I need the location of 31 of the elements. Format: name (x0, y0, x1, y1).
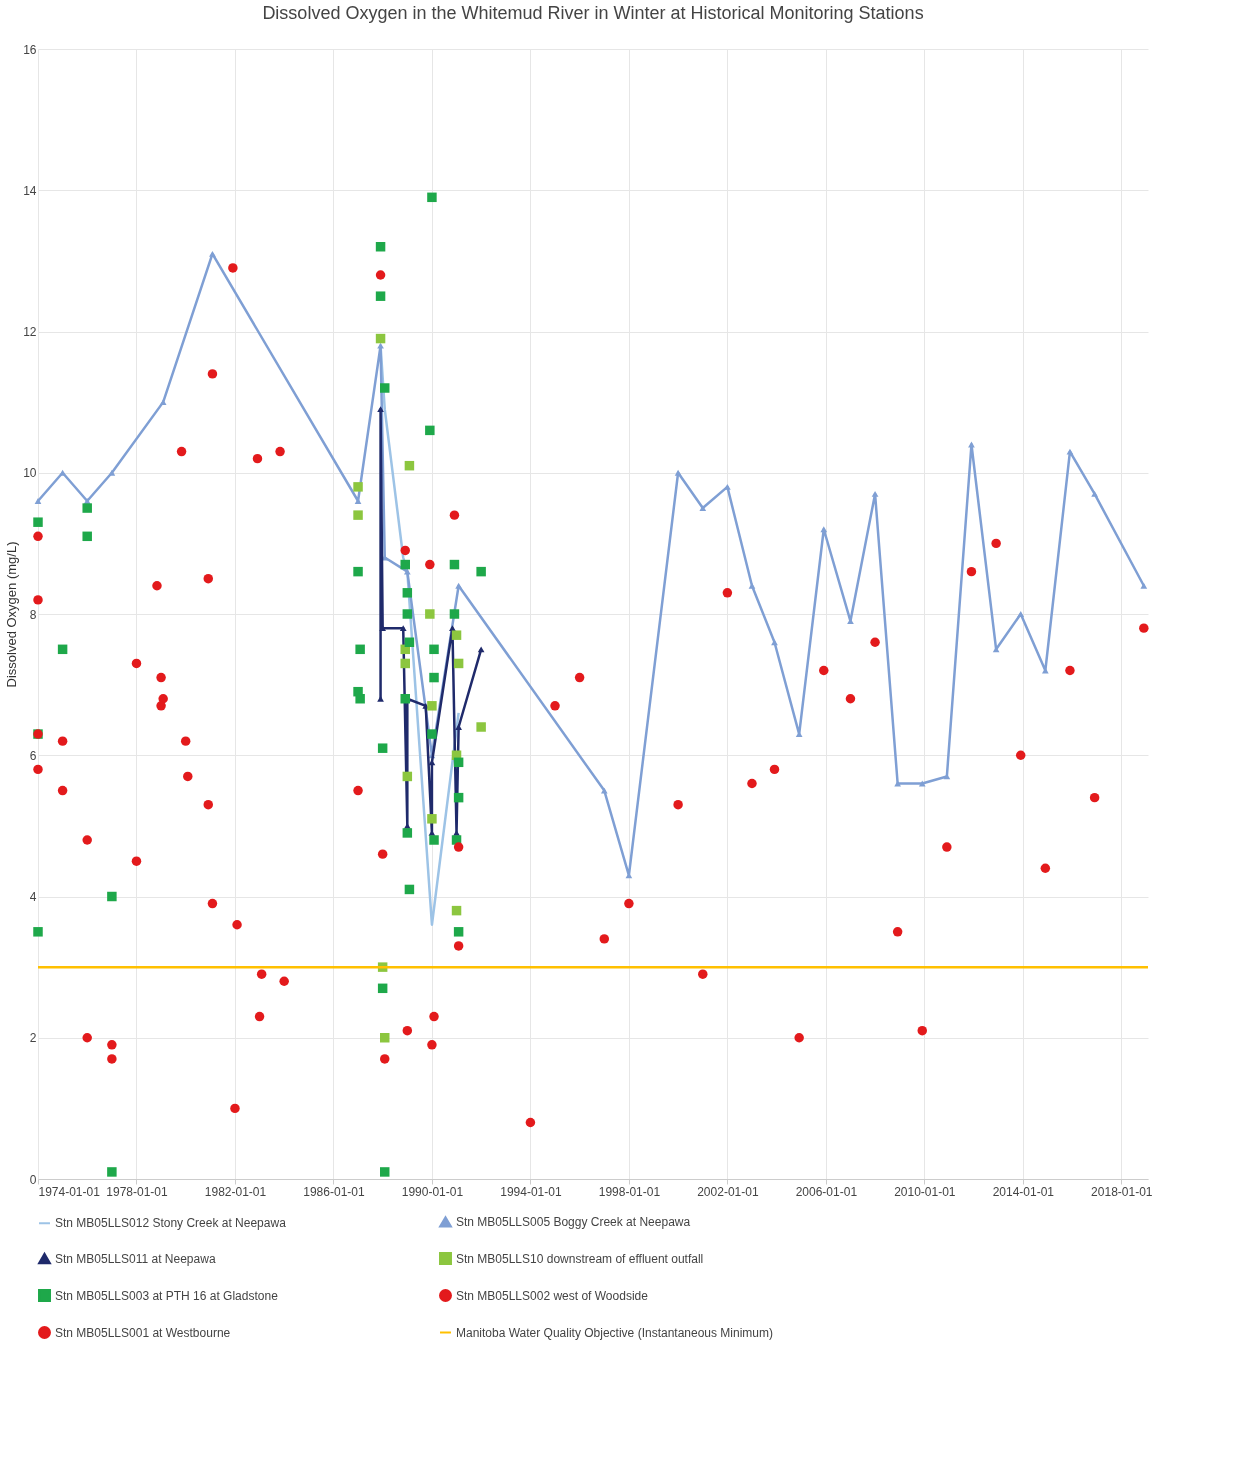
x-tick-label: 1982-01-01 (204, 1184, 267, 1199)
chart-title: Dissolved Oxygen in the Whitemud River in Winter at Historical Monitoring Stations (262, 3, 924, 23)
x-tick-label: 1998-01-01 (598, 1184, 661, 1199)
legend-label: Stn MB05LLS001 at Westbourne (55, 1325, 231, 1340)
legend-label: Stn MB05LLS002 west of Woodside (456, 1288, 649, 1303)
x-tick-label: 2002-01-01 (697, 1184, 759, 1199)
y-tick-label: 10 (23, 466, 37, 481)
y-tick-label: 8 (29, 607, 37, 622)
y-tick-label: 0 (29, 1172, 37, 1187)
y-tick-label: 2 (29, 1031, 37, 1046)
x-tick-label: 1986-01-01 (303, 1184, 365, 1199)
y-tick-label: 16 (23, 42, 37, 57)
x-tick-label: 2014-01-01 (992, 1184, 1055, 1199)
x-tick-label: 1990-01-01 (401, 1184, 464, 1199)
y-tick-label: 4 (29, 890, 37, 904)
legend-label: Manitoba Water Quality Objective (Instantaneous Minimum) (456, 1325, 774, 1340)
legend-label: Stn MB05LLS012 Stony Creek at Neepawa (55, 1216, 287, 1231)
y-tick-label: 14 (23, 183, 37, 198)
x-tick-label: 1994-01-01 (500, 1184, 562, 1199)
x-tick-label: 2006-01-01 (795, 1184, 858, 1199)
x-tick-label: 2018-01-01 (1091, 1184, 1153, 1199)
x-tick-label: 2010-01-01 (894, 1184, 956, 1199)
legend-label: Stn MB05LLS003 at PTH 16 at Gladstone (55, 1288, 279, 1303)
legend-label: Stn MB05LLS005 Boggy Creek at Neepawa (456, 1214, 691, 1229)
legend-label: Stn MB05LLS10 downstream of effluent outfall (456, 1251, 704, 1266)
y-axis-title: Dissolved Oxygen (mg/L) (4, 541, 20, 688)
y-tick-label: 12 (23, 325, 37, 339)
legend-label: Stn MB05LLS011 at Neepawa (55, 1251, 216, 1266)
y-tick-label: 6 (29, 748, 37, 763)
x-tick-label: 1974-01-01 (38, 1184, 101, 1199)
x-tick-label: 1978-01-01 (106, 1184, 168, 1199)
